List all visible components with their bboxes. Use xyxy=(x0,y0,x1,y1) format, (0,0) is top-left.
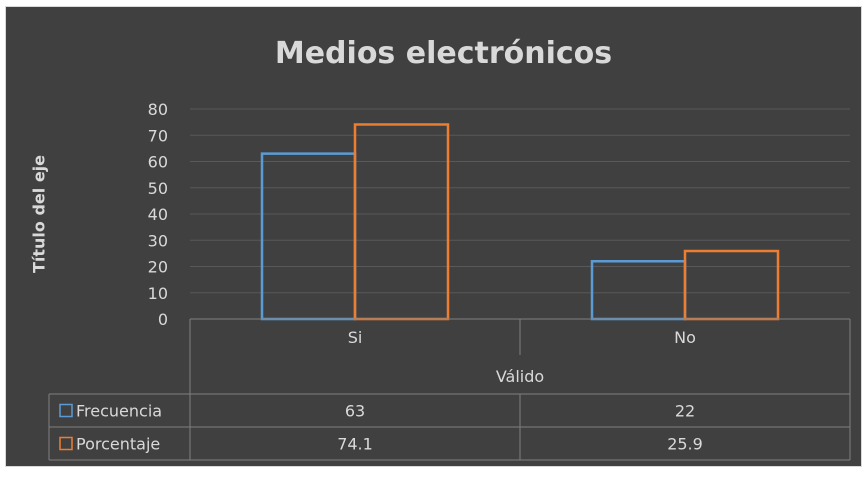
legend-key-porcentaje xyxy=(59,436,73,451)
bars xyxy=(260,123,780,321)
y-tick-label: 10 xyxy=(148,284,168,303)
x-category-label: No xyxy=(674,328,696,347)
bar-frecuencia-si xyxy=(260,152,357,321)
bar-frecuencia-no xyxy=(590,260,687,321)
x-category-label: Si xyxy=(348,328,363,347)
chart-title: Medios electrónicos xyxy=(274,36,613,71)
y-tick-label: 80 xyxy=(148,100,168,119)
x-group-label: Válido xyxy=(496,367,544,386)
legend-label: Porcentaje xyxy=(76,435,160,454)
data-table: Si No Válido Frecuencia 63 22 Porcentaje 74.1 25… xyxy=(48,318,851,461)
y-tick-label: 0 xyxy=(158,310,168,329)
data-label: 25.9 xyxy=(667,435,703,454)
bar-porcentaje-si xyxy=(353,123,450,321)
y-tick-label: 40 xyxy=(148,205,168,224)
legend-key-frecuencia xyxy=(59,403,73,418)
y-tick-label: 70 xyxy=(148,126,168,145)
gridlines xyxy=(190,108,850,294)
y-tick-label: 30 xyxy=(148,231,168,250)
y-axis-ticks: 0 10 20 30 40 50 60 70 80 xyxy=(148,100,168,329)
bar-porcentaje-no xyxy=(683,249,780,321)
legend-label: Frecuencia xyxy=(76,402,162,421)
chart-frame xyxy=(5,6,862,467)
data-label: 74.1 xyxy=(337,435,373,454)
data-label: 22 xyxy=(675,402,695,421)
y-tick-label: 20 xyxy=(148,258,168,277)
y-tick-label: 50 xyxy=(148,179,168,198)
y-tick-label: 60 xyxy=(148,153,168,172)
data-label: 63 xyxy=(345,402,365,421)
